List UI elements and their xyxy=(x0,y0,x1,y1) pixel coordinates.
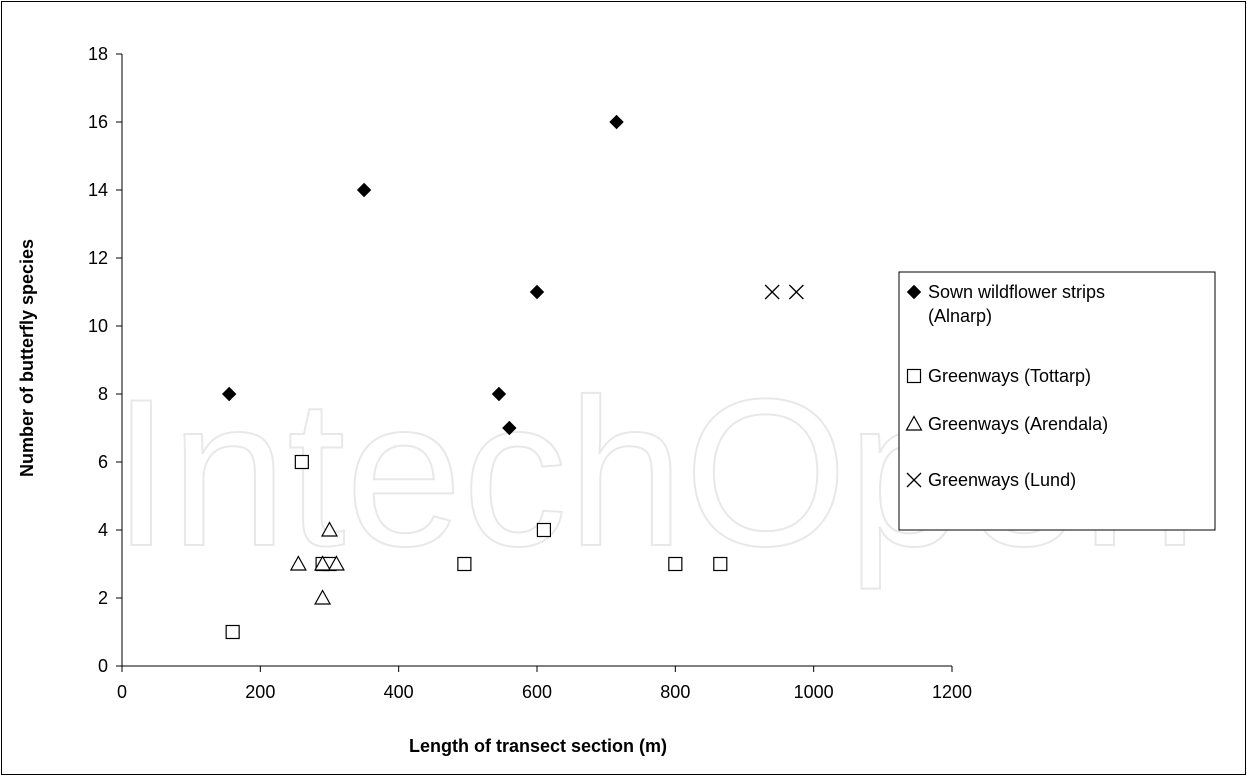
legend-label-4: Greenways (Lund) xyxy=(928,470,1076,490)
data-point-series-1 xyxy=(529,284,545,300)
data-points xyxy=(222,114,804,640)
data-point-series-1 xyxy=(491,386,507,402)
data-point-series-3 xyxy=(314,589,332,605)
data-point-series-2 xyxy=(457,556,472,572)
data-point-series-1 xyxy=(609,114,624,130)
x-tick-label: 800 xyxy=(660,682,690,702)
y-tick-label: 6 xyxy=(98,452,108,472)
legend-marker-1 xyxy=(906,284,922,300)
data-point-series-3 xyxy=(320,521,339,537)
y-tick-label: 2 xyxy=(98,588,108,608)
data-point-series-1 xyxy=(222,386,237,402)
legend: Sown wildflower strips (Alnarp) Greenways … xyxy=(898,271,1216,531)
data-point-series-4 xyxy=(764,284,780,300)
x-tick-label: 0 xyxy=(117,682,127,702)
data-point-series-2 xyxy=(713,556,728,572)
legend-box xyxy=(898,271,1216,531)
data-point-series-1 xyxy=(502,420,517,436)
data-point-series-3 xyxy=(327,555,345,571)
x-tick-label: 600 xyxy=(522,682,552,702)
data-point-series-3 xyxy=(289,555,307,571)
y-tick-label: 18 xyxy=(88,44,108,64)
y-tick-label: 4 xyxy=(98,520,108,540)
legend-marker-3 xyxy=(905,415,923,431)
data-point-series-2 xyxy=(225,624,240,640)
legend-marker-2 xyxy=(906,368,922,384)
y-tick-label: 16 xyxy=(88,112,108,132)
legend-marker-4 xyxy=(906,472,922,488)
ticks: 0 2 4 6 8 10 12 14 16 18 0 200 400 600 800 1000 1200 xyxy=(88,44,972,702)
y-tick-label: 12 xyxy=(88,248,108,268)
legend-label-1: Sown wildflower strips xyxy=(928,282,1105,302)
x-tick-label: 200 xyxy=(245,682,275,702)
x-tick-label: 1200 xyxy=(932,682,972,702)
x-tick-label: 1000 xyxy=(794,682,834,702)
y-tick-label: 8 xyxy=(98,384,108,404)
legend-label-2: Greenways (Tottarp) xyxy=(928,366,1091,386)
y-tick-label: 10 xyxy=(88,316,108,336)
data-point-series-1 xyxy=(356,182,372,198)
data-point-series-2 xyxy=(294,454,309,470)
data-point-series-4 xyxy=(788,284,804,300)
legend-label-3: Greenways (Arendala) xyxy=(928,414,1108,434)
legend-label-1: (Alnarp) xyxy=(928,306,992,326)
y-tick-label: 0 xyxy=(98,656,108,676)
data-point-series-3 xyxy=(314,555,332,571)
data-point-series-2 xyxy=(536,522,552,538)
y-axis-title: Number of butterfly species xyxy=(17,239,37,477)
x-axis-title: Length of transect section (m) xyxy=(409,736,667,756)
x-tick-label: 400 xyxy=(384,682,414,702)
data-point-series-2 xyxy=(668,556,683,572)
y-tick-label: 14 xyxy=(88,180,108,200)
